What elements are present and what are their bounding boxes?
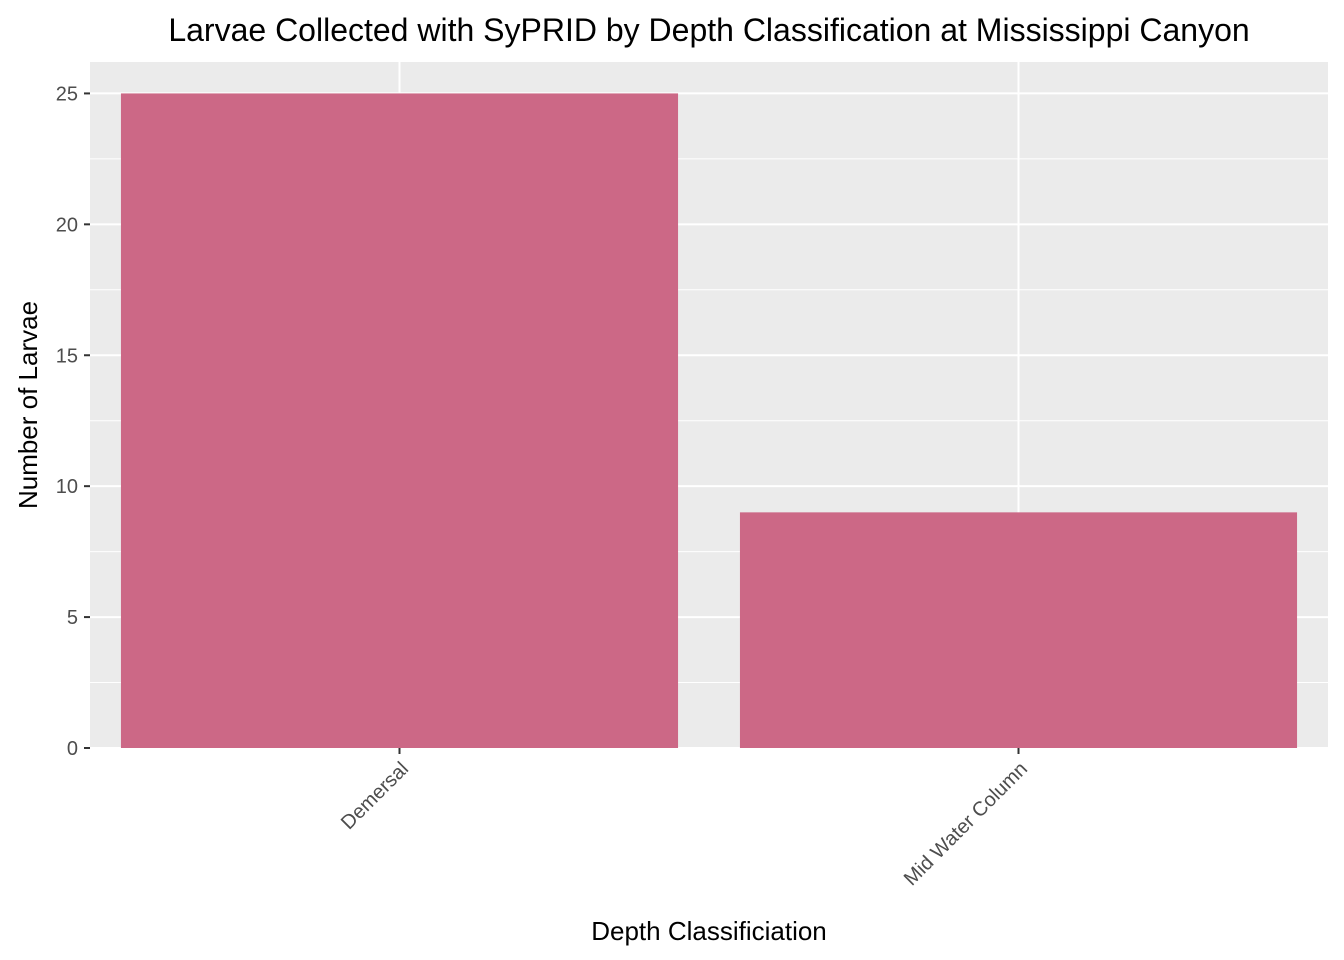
x-tick-label: Demersal	[337, 758, 413, 834]
y-axis: 0 5 10 15 20 25	[56, 83, 90, 760]
bar-demersal	[120, 93, 679, 748]
chart-title: Larvae Collected with SyPRID by Depth Cl…	[168, 12, 1249, 48]
x-axis: Demersal Mid Water Column	[337, 748, 1032, 890]
bars	[120, 93, 1298, 748]
y-tick-label: 20	[56, 214, 78, 236]
y-tick-label: 15	[56, 345, 78, 367]
y-tick-label: 5	[67, 607, 78, 629]
bar-mid-water-column	[739, 512, 1298, 748]
y-tick-label: 25	[56, 83, 78, 105]
y-tick-label: 10	[56, 476, 78, 498]
x-axis-title: Depth Classificiation	[591, 916, 827, 946]
y-axis-title: Number of Larvae	[13, 301, 43, 509]
y-tick-label: 0	[67, 738, 78, 760]
x-tick-label: Mid Water Column	[900, 758, 1032, 890]
